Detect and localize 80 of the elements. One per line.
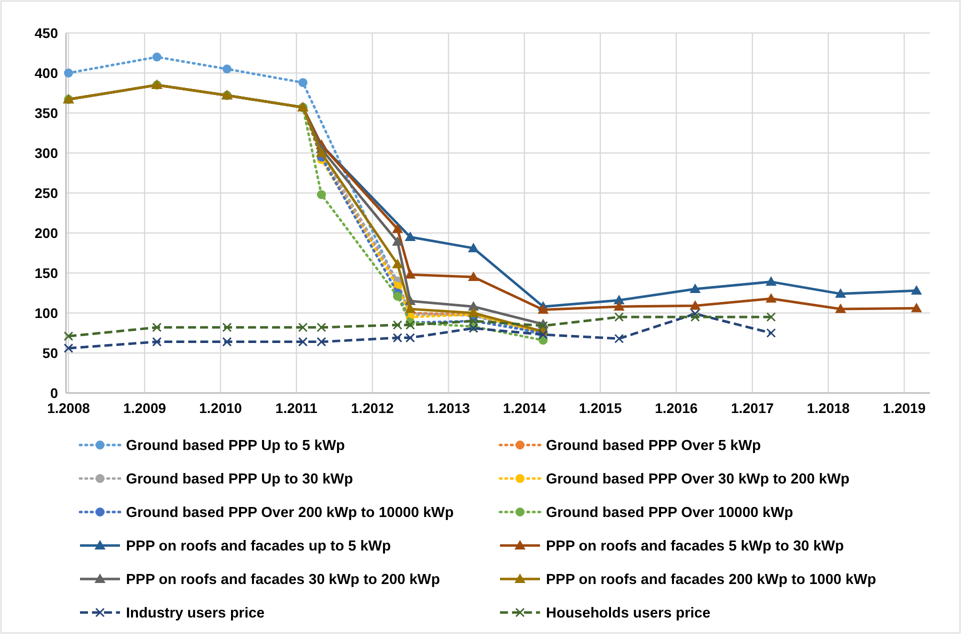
point xyxy=(392,320,402,330)
x-tick-label: 1.2019 xyxy=(882,400,926,416)
point xyxy=(538,304,549,314)
point xyxy=(766,293,777,303)
y-tick-label: 100 xyxy=(34,304,58,321)
point xyxy=(405,320,415,330)
y-tick-label: 350 xyxy=(34,104,58,121)
x-tick-label: 1.2012 xyxy=(350,400,394,416)
point xyxy=(690,300,701,310)
legend-label: PPP on roofs and facades up to 5 kWp xyxy=(126,538,391,555)
x-tick-label: 1.2015 xyxy=(578,400,622,416)
point xyxy=(690,312,700,322)
point xyxy=(393,292,402,301)
point xyxy=(316,190,326,200)
x-tick-label: 1.2008 xyxy=(47,400,90,416)
point xyxy=(404,269,416,279)
legend-label: Ground based PPP Over 10000 kWp xyxy=(546,505,794,522)
legend-label: Ground based PPP Over 30 kWp to 200 kWp xyxy=(546,472,850,488)
y-tick-label: 300 xyxy=(34,144,58,161)
legend-label: Ground based PPP Up to 30 kWp xyxy=(126,472,354,488)
legend-label: PPP on roofs and facades 30 kWp to 200 kWp xyxy=(126,572,440,588)
y-tick-label: 400 xyxy=(34,64,58,81)
legend-label: Ground based PPP Over 200 kWp to 10000 kWp xyxy=(126,505,454,522)
y-tick-label: 200 xyxy=(34,224,58,241)
y-tick-label: 50 xyxy=(42,344,58,361)
point xyxy=(766,276,777,286)
x-tick-label: 1.2018 xyxy=(806,400,850,416)
point xyxy=(222,64,232,74)
point xyxy=(404,304,416,313)
point xyxy=(468,242,479,252)
point xyxy=(614,301,625,311)
x-tick-label: 1.2017 xyxy=(730,400,774,416)
point xyxy=(468,308,479,317)
point xyxy=(405,333,415,343)
y-tick-label: 450 xyxy=(34,24,58,41)
point xyxy=(614,334,624,344)
point xyxy=(152,52,162,62)
x-tick-label: 1.2013 xyxy=(427,400,470,416)
point xyxy=(152,337,162,347)
point xyxy=(392,224,404,233)
point xyxy=(614,312,624,322)
point xyxy=(152,322,162,332)
point xyxy=(392,258,404,268)
point xyxy=(298,78,308,88)
y-tick-label: 150 xyxy=(34,264,58,281)
legend-label: Households users price xyxy=(546,606,710,622)
point xyxy=(298,322,308,332)
point xyxy=(835,304,846,313)
legend-label: Ground based PPP Up to 5 kWp xyxy=(126,438,346,454)
point xyxy=(64,68,73,78)
point xyxy=(835,288,846,298)
x-tick-label: 1.2016 xyxy=(654,400,698,416)
point xyxy=(468,272,479,281)
point xyxy=(690,284,701,293)
y-tick-label: 0 xyxy=(50,384,58,401)
x-tick-label: 1.2014 xyxy=(503,400,546,416)
point xyxy=(298,337,308,347)
point xyxy=(766,312,776,322)
point xyxy=(222,322,232,332)
point xyxy=(392,333,402,343)
point xyxy=(910,285,922,295)
point xyxy=(64,343,74,353)
point xyxy=(316,322,326,332)
point xyxy=(690,309,700,319)
legend-label: PPP on roofs and facades 200 kWp to 1000 kWp xyxy=(546,572,876,588)
point xyxy=(392,236,404,246)
legend-label: PPP on roofs and facades 5 kWp to 30 kWp xyxy=(546,538,844,555)
point xyxy=(316,337,326,347)
x-tick-label: 1.2010 xyxy=(199,400,242,416)
x-tick-label: 1.2011 xyxy=(275,400,318,416)
point xyxy=(910,302,922,312)
x-tick-label: 1.2009 xyxy=(123,400,166,416)
legend-label: Ground based PPP Over 5 kWp xyxy=(546,438,762,454)
legend-label: Industry users price xyxy=(126,606,265,622)
point xyxy=(64,331,74,341)
point xyxy=(766,328,776,338)
point xyxy=(538,321,548,331)
y-tick-label: 250 xyxy=(34,184,58,201)
point xyxy=(222,337,232,347)
point xyxy=(404,232,416,241)
